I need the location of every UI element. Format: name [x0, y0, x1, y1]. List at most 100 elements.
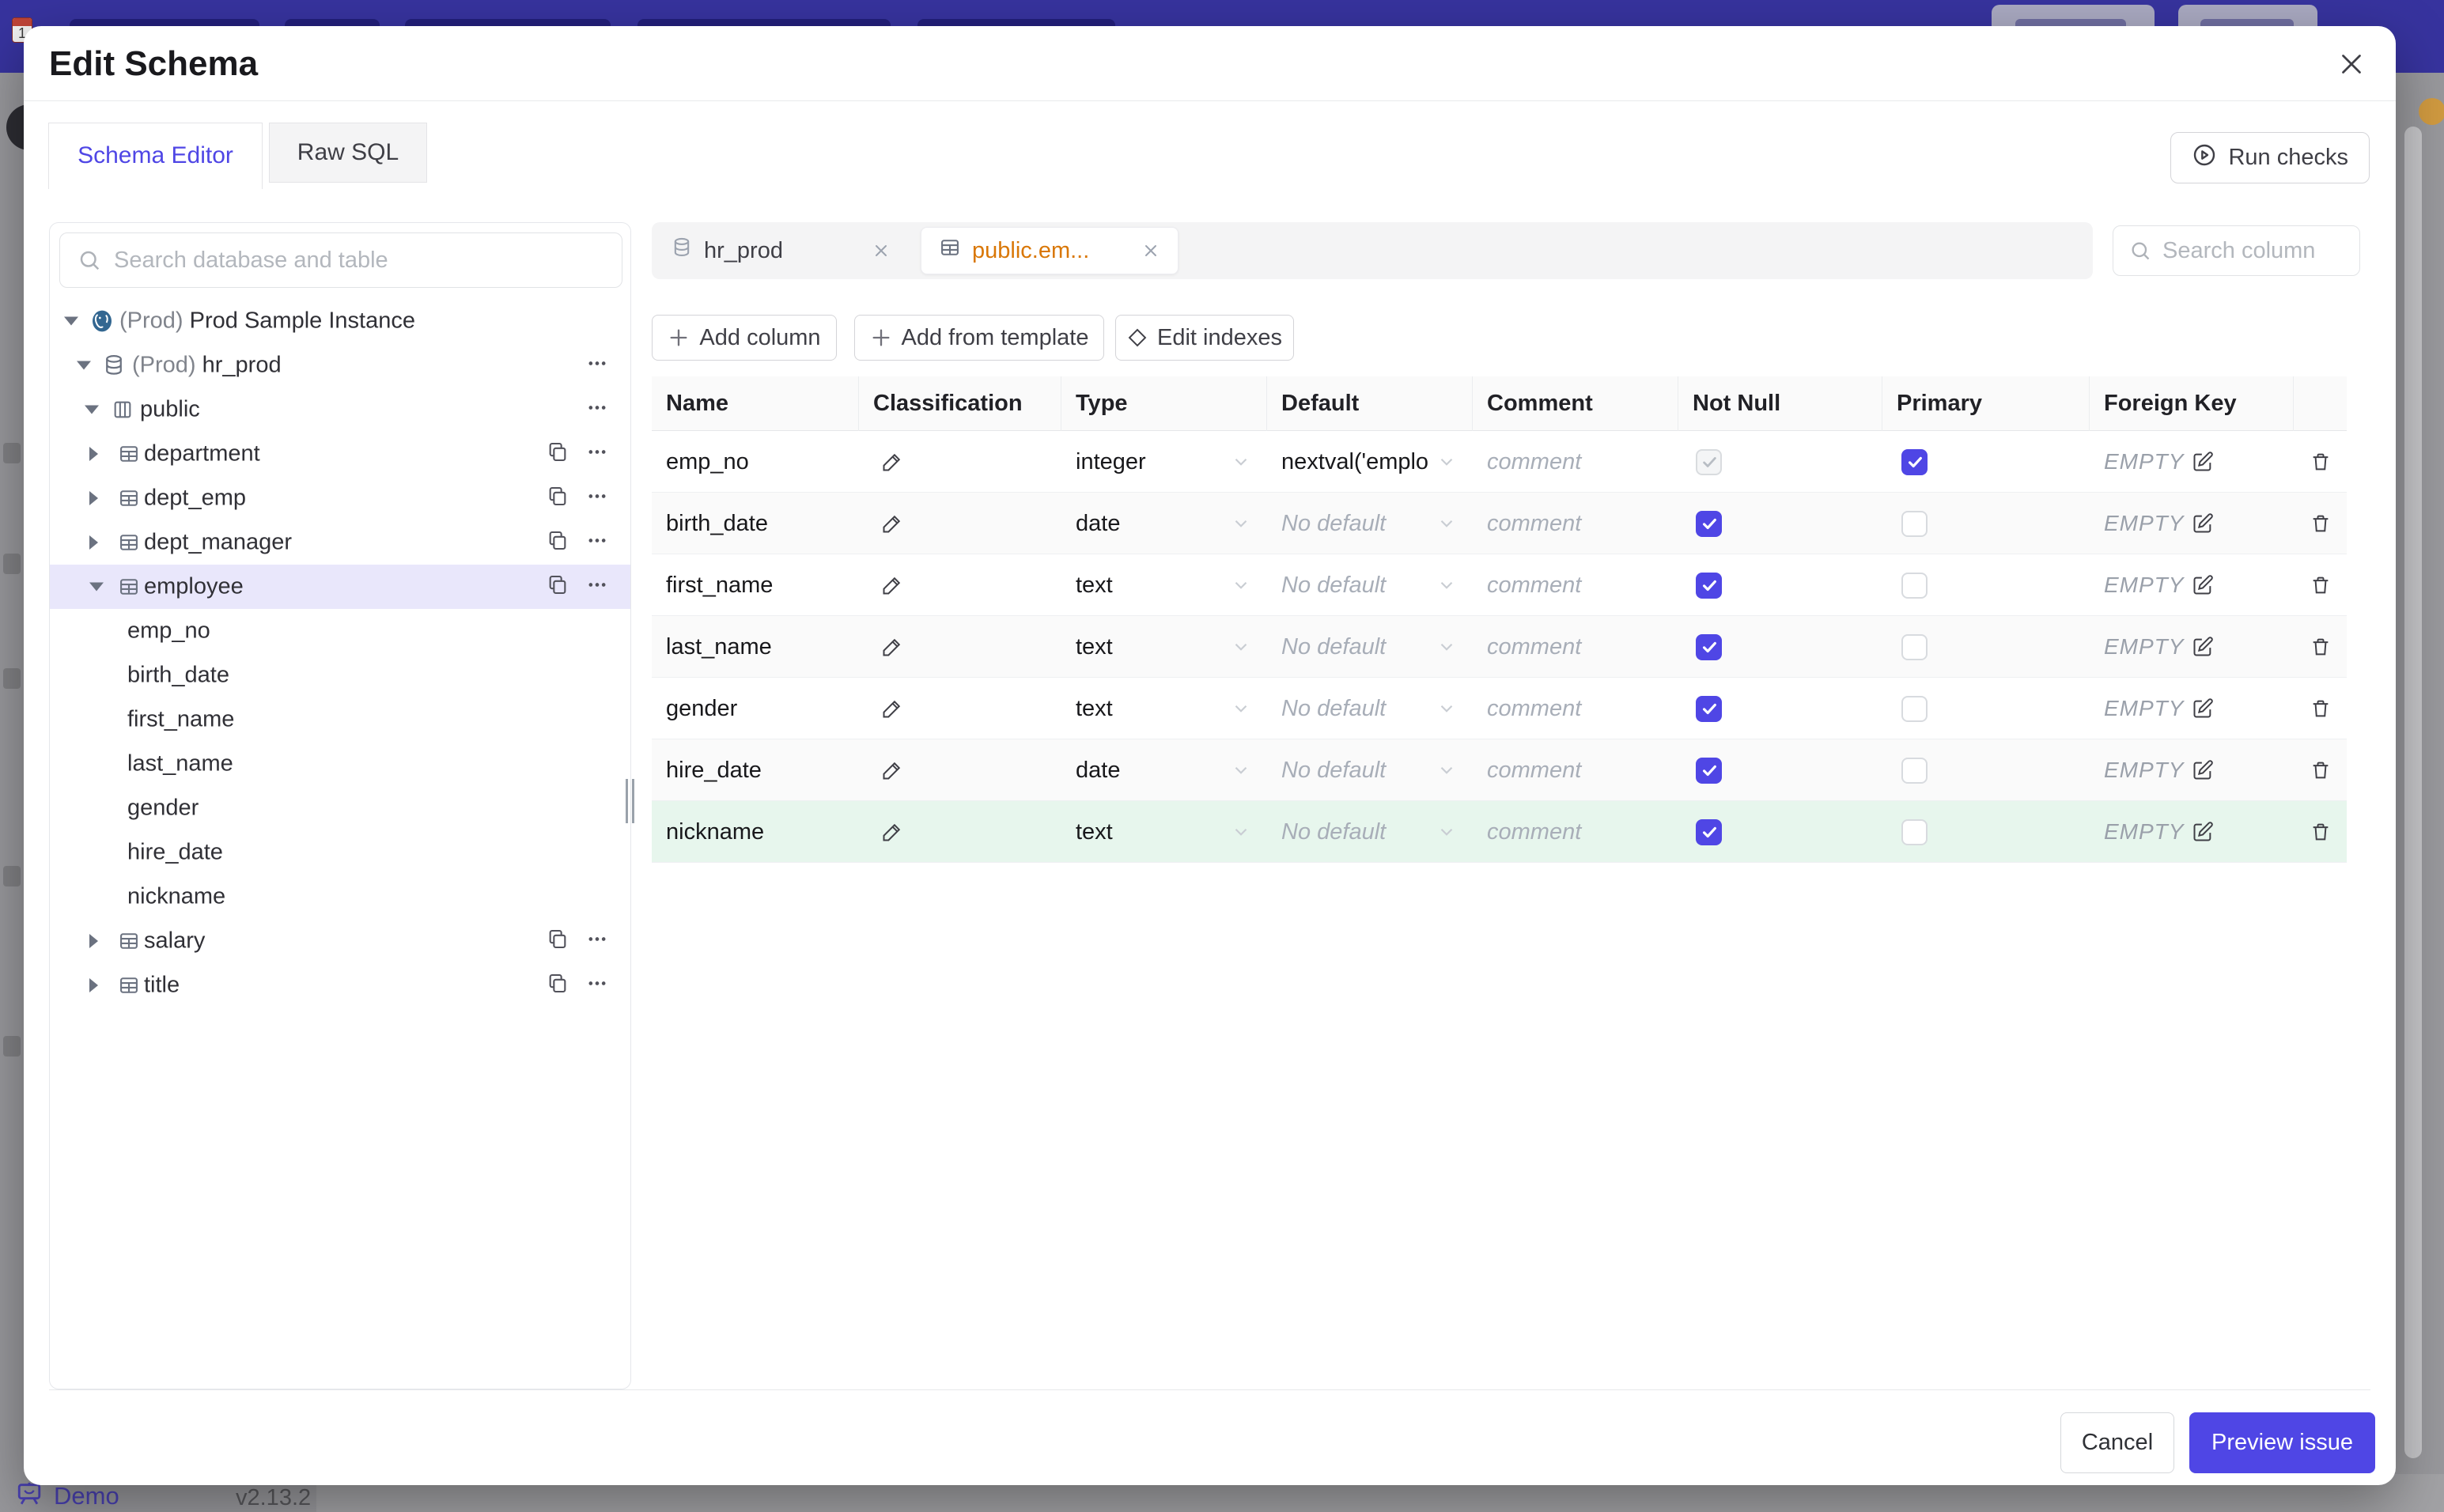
comment-input[interactable]: comment: [1487, 448, 1582, 474]
foreign-key-cell[interactable]: EMPTY: [2090, 431, 2294, 493]
delete-column-button[interactable]: [2294, 739, 2347, 801]
caret-down-icon[interactable]: [77, 361, 91, 370]
tree-item-column-hire-date[interactable]: hire_date: [50, 830, 630, 875]
tree-item-column-nickname[interactable]: nickname: [50, 875, 630, 919]
not-null-checkbox[interactable]: [1678, 678, 1882, 739]
more-icon[interactable]: [586, 530, 608, 556]
type-select[interactable]: date: [1061, 493, 1267, 554]
more-icon[interactable]: [586, 441, 608, 467]
caret-right-icon[interactable]: [89, 978, 98, 992]
tree-item-column-last-name[interactable]: last_name: [50, 742, 630, 786]
primary-checkbox[interactable]: [1882, 739, 2090, 801]
delete-column-button[interactable]: [2294, 678, 2347, 739]
comment-input[interactable]: comment: [1487, 818, 1582, 845]
classification-edit[interactable]: [859, 493, 1061, 554]
run-checks-button[interactable]: Run checks: [2170, 132, 2370, 183]
tree-item-column-first-name[interactable]: first_name: [50, 697, 630, 742]
type-select[interactable]: text: [1061, 554, 1267, 616]
delete-column-button[interactable]: [2294, 801, 2347, 863]
delete-column-button[interactable]: [2294, 554, 2347, 616]
add-column-button[interactable]: Add column: [652, 315, 837, 361]
comment-input[interactable]: comment: [1487, 695, 1582, 721]
tree-item-instance[interactable]: (Prod) Prod Sample Instance: [50, 299, 630, 343]
edit-indexes-button[interactable]: Edit indexes: [1115, 315, 1294, 361]
default-select[interactable]: No default: [1267, 616, 1473, 678]
not-null-checkbox[interactable]: [1678, 801, 1882, 863]
column-name-cell[interactable]: birth_date: [666, 510, 768, 536]
tree-item-column-birth-date[interactable]: birth_date: [50, 653, 630, 697]
foreign-key-cell[interactable]: EMPTY: [2090, 554, 2294, 616]
comment-input[interactable]: comment: [1487, 572, 1582, 598]
more-icon[interactable]: [586, 574, 608, 600]
delete-column-button[interactable]: [2294, 616, 2347, 678]
foreign-key-cell[interactable]: EMPTY: [2090, 739, 2294, 801]
copy-icon[interactable]: [547, 973, 569, 999]
copy-icon[interactable]: [547, 574, 569, 600]
default-select[interactable]: No default: [1267, 554, 1473, 616]
type-select[interactable]: text: [1061, 678, 1267, 739]
delete-column-button[interactable]: [2294, 493, 2347, 554]
more-icon[interactable]: [586, 928, 608, 954]
tree-item-table-dept-emp[interactable]: dept_emp: [50, 476, 630, 520]
primary-checkbox[interactable]: [1882, 431, 2090, 493]
caret-down-icon[interactable]: [85, 405, 99, 414]
not-null-checkbox[interactable]: [1678, 493, 1882, 554]
sidebar-resize-handle[interactable]: [626, 779, 634, 823]
type-select[interactable]: text: [1061, 801, 1267, 863]
primary-checkbox[interactable]: [1882, 678, 2090, 739]
foreign-key-cell[interactable]: EMPTY: [2090, 616, 2294, 678]
column-name-cell[interactable]: gender: [666, 695, 738, 721]
add-from-template-button[interactable]: Add from template: [854, 315, 1104, 361]
tree-item-schema-public[interactable]: public: [50, 387, 630, 432]
close-icon[interactable]: [2336, 48, 2367, 80]
primary-checkbox[interactable]: [1882, 554, 2090, 616]
copy-icon[interactable]: [547, 928, 569, 954]
not-null-checkbox[interactable]: [1678, 554, 1882, 616]
preview-issue-button[interactable]: Preview issue: [2189, 1412, 2375, 1473]
foreign-key-cell[interactable]: EMPTY: [2090, 801, 2294, 863]
tree-item-table-dept-manager[interactable]: dept_manager: [50, 520, 630, 565]
copy-icon[interactable]: [547, 441, 569, 467]
more-icon[interactable]: [586, 973, 608, 999]
column-search-input[interactable]: [2162, 237, 2344, 264]
primary-checkbox[interactable]: [1882, 616, 2090, 678]
default-select[interactable]: No default: [1267, 678, 1473, 739]
page-scrollbar-thumb[interactable]: [2404, 127, 2422, 1458]
classification-edit[interactable]: [859, 801, 1061, 863]
column-name-cell[interactable]: first_name: [666, 572, 774, 598]
comment-input[interactable]: comment: [1487, 757, 1582, 783]
tree-item-column-emp-no[interactable]: emp_no: [50, 609, 630, 653]
delete-column-button[interactable]: [2294, 431, 2347, 493]
caret-right-icon[interactable]: [89, 491, 98, 505]
close-tab-icon[interactable]: [872, 241, 891, 260]
foreign-key-cell[interactable]: EMPTY: [2090, 493, 2294, 554]
type-select[interactable]: text: [1061, 616, 1267, 678]
caret-right-icon[interactable]: [89, 447, 98, 461]
help-bubble[interactable]: [2419, 98, 2444, 125]
cancel-button[interactable]: Cancel: [2060, 1412, 2174, 1473]
column-name-cell[interactable]: last_name: [666, 633, 772, 660]
default-select[interactable]: No default: [1267, 739, 1473, 801]
tree-item-table-salary[interactable]: salary: [50, 919, 630, 963]
more-icon[interactable]: [586, 353, 608, 379]
classification-edit[interactable]: [859, 616, 1061, 678]
tab-schema-editor[interactable]: Schema Editor: [48, 123, 263, 189]
type-select[interactable]: integer: [1061, 431, 1267, 493]
tree-item-table-department[interactable]: department: [50, 432, 630, 476]
tab-public-employee[interactable]: public.em...: [921, 227, 1178, 274]
not-null-checkbox[interactable]: [1678, 739, 1882, 801]
more-icon[interactable]: [586, 486, 608, 512]
caret-down-icon[interactable]: [64, 316, 78, 326]
classification-edit[interactable]: [859, 554, 1061, 616]
tree-search-input[interactable]: [114, 247, 588, 274]
comment-input[interactable]: comment: [1487, 633, 1582, 660]
tree-item-table-employee[interactable]: employee: [50, 565, 630, 609]
foreign-key-cell[interactable]: EMPTY: [2090, 678, 2294, 739]
not-null-checkbox[interactable]: [1678, 616, 1882, 678]
not-null-checkbox[interactable]: [1678, 431, 1882, 493]
column-name-cell[interactable]: emp_no: [666, 448, 749, 474]
primary-checkbox[interactable]: [1882, 801, 2090, 863]
classification-edit[interactable]: [859, 678, 1061, 739]
type-select[interactable]: date: [1061, 739, 1267, 801]
column-name-cell[interactable]: hire_date: [666, 757, 762, 783]
